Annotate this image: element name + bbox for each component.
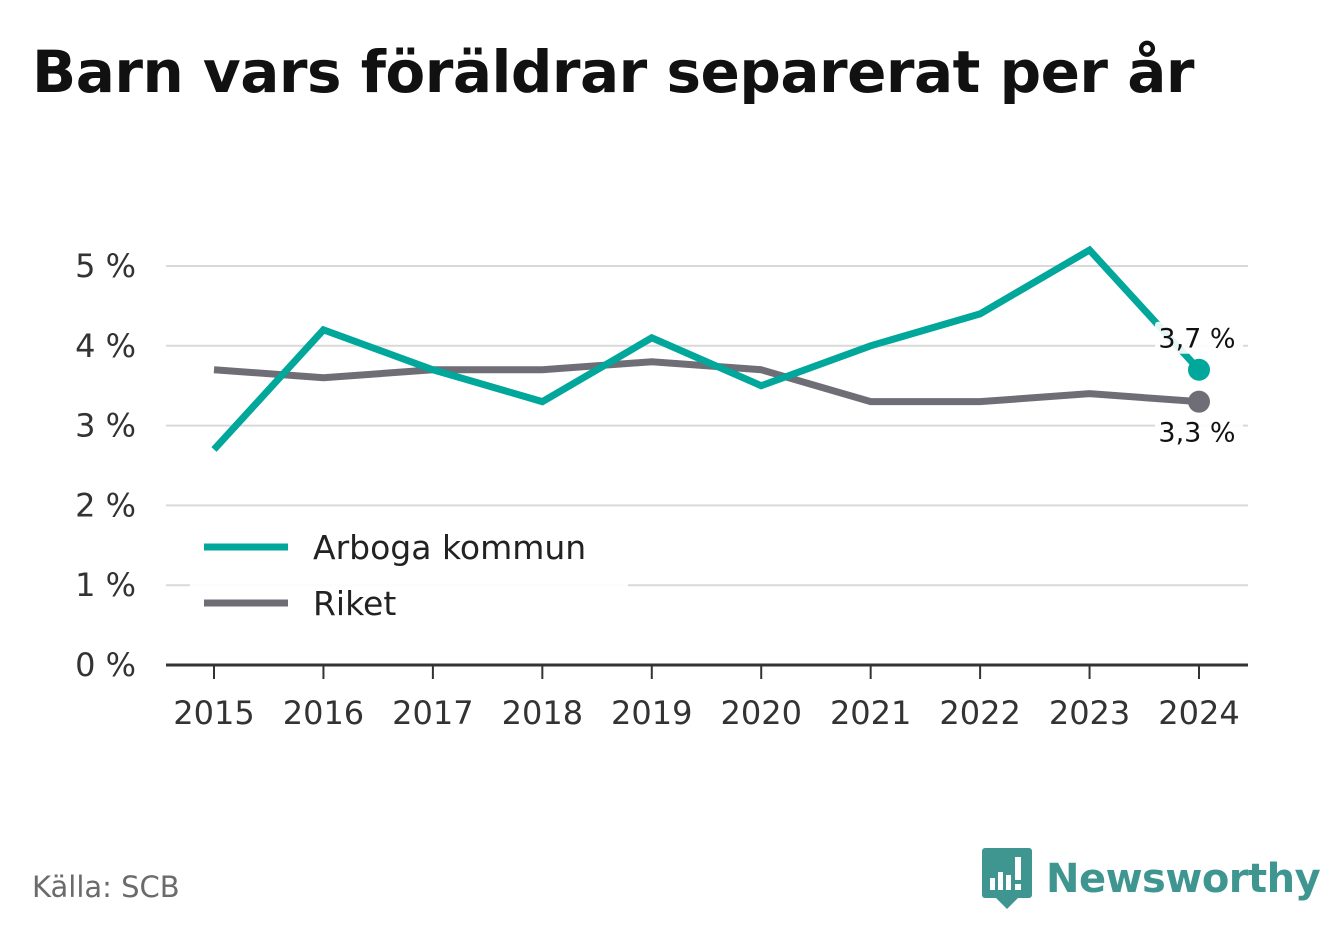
end-label-riket: 3,3 % [1158, 418, 1235, 449]
x-tick-label: 2017 [392, 694, 473, 732]
y-tick-label: 1 % [75, 566, 136, 604]
x-tick-label: 2015 [173, 694, 254, 732]
end-label-arboga: 3,7 % [1158, 324, 1235, 355]
legend-label-riket: Riket [313, 584, 396, 623]
x-tick-label: 2023 [1049, 694, 1130, 732]
legend-label-arboga: Arboga kommun [313, 528, 586, 567]
x-tick-label: 2016 [283, 694, 364, 732]
x-tick-label: 2024 [1158, 694, 1239, 732]
y-tick-label: 0 % [75, 646, 136, 684]
x-axis-ticks: 2015 2016 2017 2018 2019 2020 2021 2022 2023 2024 [173, 665, 1240, 732]
series-line-riket [213, 358, 1200, 406]
x-tick-label: 2020 [721, 694, 802, 732]
end-markers [1188, 358, 1210, 413]
series-lines [211, 245, 1202, 452]
end-label-bg [1155, 415, 1243, 448]
legend-background [190, 520, 628, 632]
y-tick-label: 5 % [75, 247, 136, 285]
y-tick-label: 4 % [75, 327, 136, 365]
brand-logo: Newsworthy [982, 848, 1321, 910]
legend: Arboga kommun Riket [190, 520, 628, 632]
end-marker-riket [1188, 390, 1210, 413]
end-marker-arboga [1188, 358, 1210, 381]
brand-name: Newsworthy [1046, 856, 1321, 902]
series-line-arboga [211, 245, 1202, 452]
y-tick-label: 3 % [75, 407, 136, 445]
x-tick-label: 2019 [611, 694, 692, 732]
x-tick-label: 2022 [939, 694, 1020, 732]
y-tick-label: 2 % [75, 486, 136, 524]
y-axis-ticks: 0 % 1 % 2 % 3 % 4 % 5 % [75, 247, 136, 684]
newsworthy-icon [982, 848, 1032, 909]
x-tick-label: 2018 [502, 694, 583, 732]
source-note: Källa: SCB [32, 870, 180, 904]
x-tick-label: 2021 [830, 694, 911, 732]
chart-title: Barn vars föräldrar separerat per år [32, 38, 1194, 106]
end-label-bg [1155, 321, 1243, 354]
end-labels: 3,7 % 3,3 % [1155, 321, 1243, 449]
